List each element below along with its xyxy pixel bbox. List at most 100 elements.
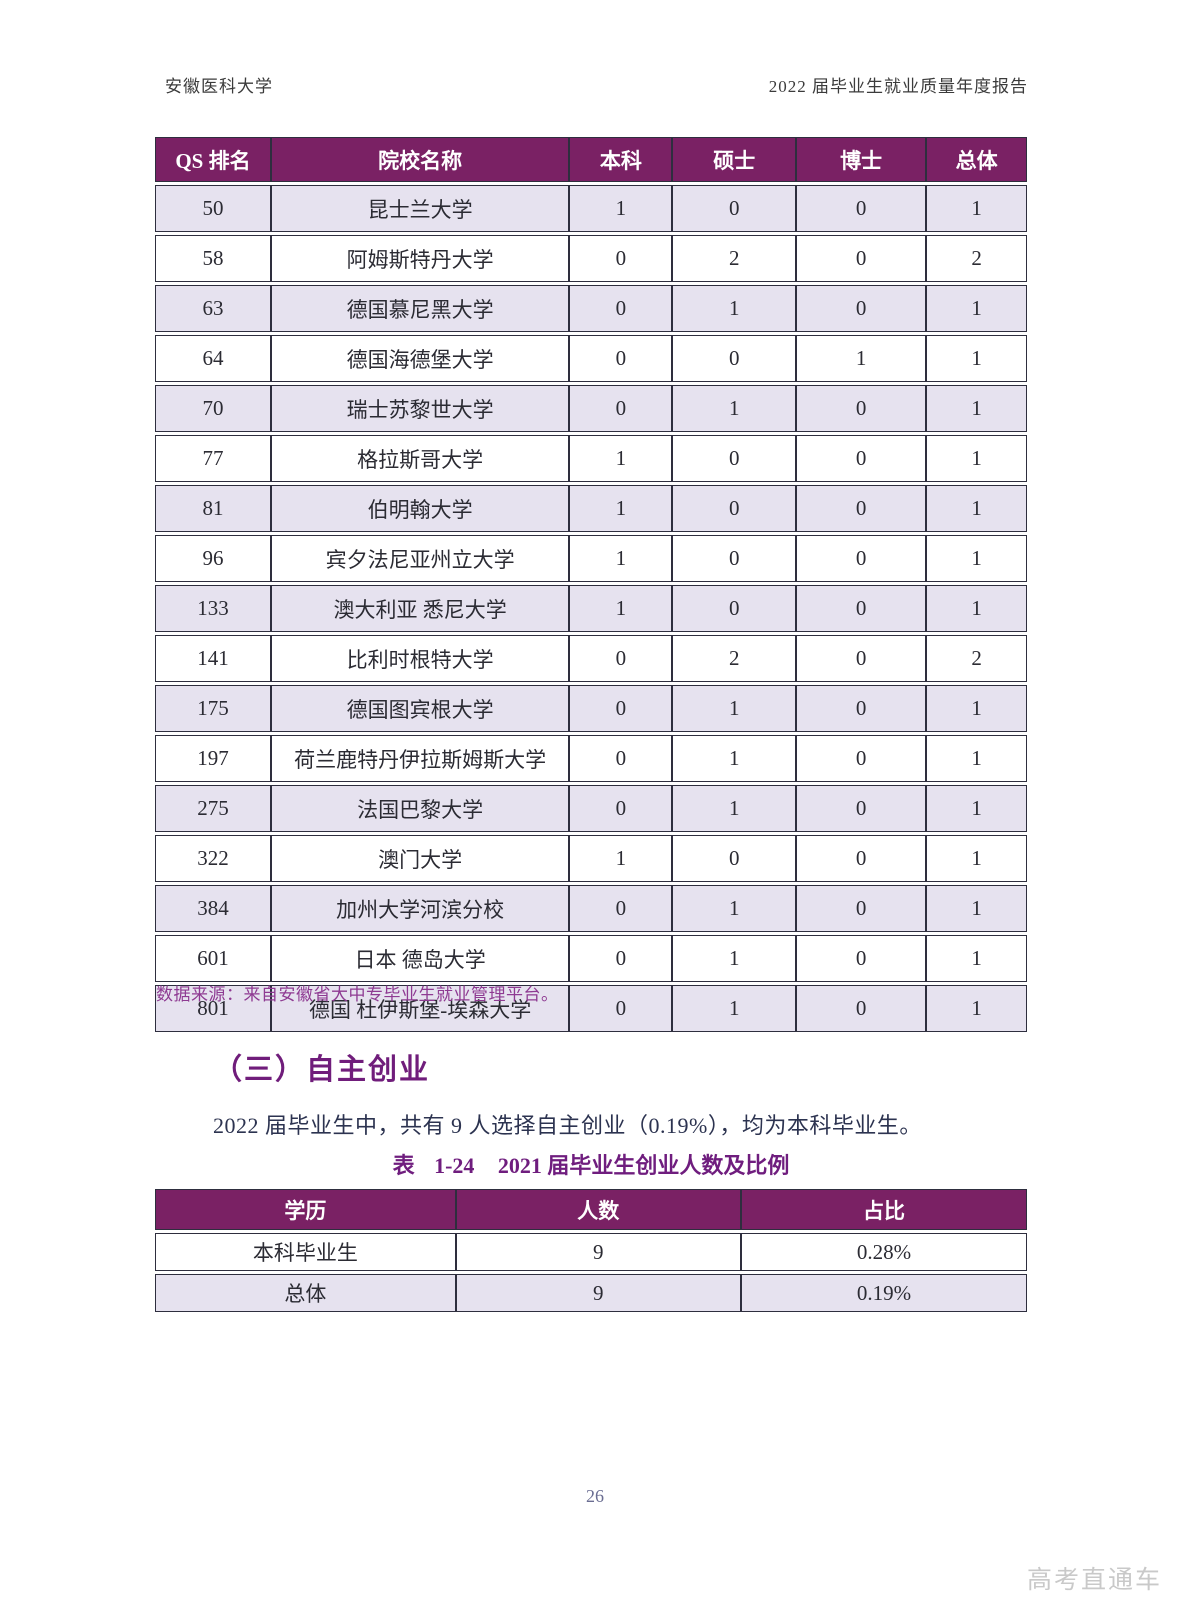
qs-ranking-table: QS 排名 院校名称 本科 硕士 博士 总体 50 昆士兰大学 1 0 0 1 58 阿姆斯特丹大学 0 2… (155, 134, 1027, 1035)
table-row: 77 格拉斯哥大学 1 0 0 1 (155, 435, 1027, 482)
table-cell: 0 (795, 185, 927, 232)
table-cell: 0 (672, 585, 796, 632)
table-row: 58 阿姆斯特丹大学 0 2 0 2 (155, 235, 1027, 282)
table-cell: 2 (672, 635, 796, 682)
table-cell: 1 (926, 585, 1027, 632)
table-cell: 0 (569, 685, 673, 732)
table-row: 133 澳大利亚 悉尼大学 1 0 0 1 (155, 585, 1027, 632)
table-cell: 1 (926, 985, 1027, 1032)
table-cell: 0 (795, 385, 927, 432)
table-cell: 0 (795, 985, 927, 1032)
table-cell: 0 (795, 735, 927, 782)
table-cell: 阿姆斯特丹大学 (270, 235, 570, 282)
table-cell: 1 (672, 985, 796, 1032)
table-cell: 总体 (155, 1274, 456, 1312)
watermark-text: 高考直通车 (1026, 1566, 1162, 1594)
table-row: 64 德国海德堡大学 0 0 1 1 (155, 335, 1027, 382)
startup-table-head: 学历 人数 占比 (155, 1189, 1027, 1230)
table-cell: 1 (926, 385, 1027, 432)
table-cell: 1 (672, 685, 796, 732)
table-cell: 50 (155, 185, 271, 232)
table-row: 275 法国巴黎大学 0 1 0 1 (155, 785, 1027, 832)
table-row: 197 荷兰鹿特丹伊拉斯姆斯大学 0 1 0 1 (155, 735, 1027, 782)
table-cell: 1 (926, 485, 1027, 532)
table-cell: 0 (795, 885, 927, 932)
table-cell: 801 (155, 985, 271, 1032)
table-cell: 0 (672, 335, 796, 382)
table-cell: 格拉斯哥大学 (270, 435, 570, 482)
table-cell: 1 (672, 385, 796, 432)
table-cell: 0 (795, 635, 927, 682)
table-row: 141 比利时根特大学 0 2 0 2 (155, 635, 1027, 682)
table-cell: 1 (926, 185, 1027, 232)
table-cell: 法国巴黎大学 (270, 785, 570, 832)
table-cell: 81 (155, 485, 271, 532)
table-cell: 0 (672, 185, 796, 232)
table-row: 601 日本 德岛大学 0 1 0 1 (155, 935, 1027, 982)
table-cell: 0 (795, 535, 927, 582)
page-header: 安徽医科大学 2022 届毕业生就业质量年度报告 (165, 72, 1028, 97)
table-cell: 1 (672, 935, 796, 982)
column-header: 硕士 (672, 137, 796, 182)
table-cell: 175 (155, 685, 271, 732)
table-cell: 96 (155, 535, 271, 582)
table-cell: 0 (795, 785, 927, 832)
qs-table-body: 50 昆士兰大学 1 0 0 1 58 阿姆斯特丹大学 0 2 0 2 63 德国慕尼黑大学 0 1 0 1 64 德… (155, 185, 1027, 1032)
table-cell: 0 (672, 535, 796, 582)
table-cell: 1 (569, 835, 673, 882)
column-header: 本科 (569, 137, 673, 182)
startup-table-body: 本科毕业生 9 0.28% 总体 9 0.19% (155, 1233, 1027, 1312)
caption-title: 2021 届毕业生创业人数及比例 (497, 1153, 790, 1178)
table-row: 本科毕业生 9 0.28% (155, 1233, 1027, 1271)
table-cell: 伯明翰大学 (270, 485, 570, 532)
table-cell: 1 (672, 285, 796, 332)
table-cell: 0 (672, 835, 796, 882)
table-cell: 1 (569, 185, 673, 232)
table-cell: 昆士兰大学 (270, 185, 570, 232)
table-cell: 322 (155, 835, 271, 882)
table-cell: 0 (569, 385, 673, 432)
table-row: 801 德国 杜伊斯堡-埃森大学 0 1 0 1 (155, 985, 1027, 1032)
table-cell: 瑞士苏黎世大学 (270, 385, 570, 432)
table-cell: 601 (155, 935, 271, 982)
data-source-note: 数据来源：来自安徽省大中专毕业生就业管理平台。 (156, 985, 559, 1004)
table-row: 96 宾夕法尼亚州立大学 1 0 0 1 (155, 535, 1027, 582)
table-cell: 0 (795, 835, 927, 882)
table-cell: 384 (155, 885, 271, 932)
table-cell: 德国图宾根大学 (270, 685, 570, 732)
table-cell: 宾夕法尼亚州立大学 (270, 535, 570, 582)
table-row: 81 伯明翰大学 1 0 0 1 (155, 485, 1027, 532)
table-cell: 197 (155, 735, 271, 782)
table-cell: 0.19% (740, 1274, 1027, 1312)
table-cell: 9 (455, 1233, 741, 1271)
table-cell: 1 (672, 785, 796, 832)
table-cell: 1 (569, 585, 673, 632)
table-cell: 9 (455, 1274, 741, 1312)
column-header: 占比 (740, 1189, 1027, 1230)
table-cell: 0 (569, 785, 673, 832)
table-cell: 0 (569, 935, 673, 982)
table-cell: 0 (795, 935, 927, 982)
table-cell: 0 (569, 635, 673, 682)
table-cell: 1 (569, 485, 673, 532)
table-cell: 0 (795, 235, 927, 282)
table-cell: 澳门大学 (270, 835, 570, 882)
table-cell: 0 (569, 885, 673, 932)
table-cell: 133 (155, 585, 271, 632)
column-header: QS 排名 (155, 137, 271, 182)
table-cell: 141 (155, 635, 271, 682)
table-cell: 1 (926, 285, 1027, 332)
table-cell: 0 (569, 285, 673, 332)
table-cell: 澳大利亚 悉尼大学 (270, 585, 570, 632)
table-row: 322 澳门大学 1 0 0 1 (155, 835, 1027, 882)
body-paragraph: 2022 届毕业生中，共有 9 人选择自主创业（0.19%），均为本科毕业生。 (213, 1113, 922, 1138)
table-cell: 德国慕尼黑大学 (270, 285, 570, 332)
table-cell: 0 (795, 485, 927, 532)
column-header: 总体 (926, 137, 1027, 182)
header-report-title: 2022 届毕业生就业质量年度报告 (768, 77, 1028, 96)
table-cell: 1 (569, 535, 673, 582)
table-cell: 比利时根特大学 (270, 635, 570, 682)
table-cell: 1 (926, 785, 1027, 832)
table-cell: 1 (569, 435, 673, 482)
